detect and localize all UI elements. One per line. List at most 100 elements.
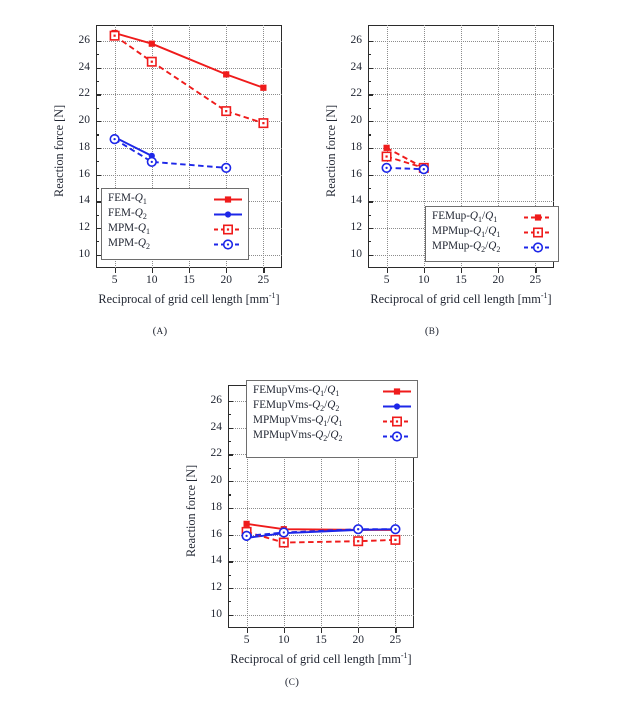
xtick — [226, 268, 228, 273]
legend-symbol — [214, 211, 242, 218]
ytick-minor — [228, 521, 231, 523]
legend-c: FEMupVms-Q1/Q1 FEMupVms-Q2/Q2 MPMupVms-Q1/… — [246, 380, 418, 458]
ytick — [368, 41, 373, 43]
ytick-label: 10 — [210, 607, 223, 620]
gridline-x — [535, 25, 537, 268]
ytick — [228, 561, 233, 563]
ytick-label: 26 — [210, 394, 223, 407]
legend-symbol — [214, 224, 242, 235]
ytick — [96, 147, 101, 150]
ytick-minor — [228, 547, 231, 549]
gridline-x — [461, 25, 462, 268]
ytick — [228, 454, 233, 456]
ytick-minor — [96, 214, 99, 216]
xtick — [189, 268, 191, 273]
legend-symbol — [383, 388, 411, 395]
legend-item-b-0[interactable]: FEMup-Q1/Q1 — [432, 210, 553, 225]
x-axis-title-c: Reciprocal of grid cell length [mm-1] — [230, 651, 412, 667]
xtick-label: 5 — [243, 634, 250, 646]
ytick-minor — [96, 107, 99, 109]
ytick — [96, 41, 101, 43]
gridline-y — [368, 147, 554, 149]
ytick-minor — [228, 574, 231, 576]
xtick-label: 5 — [111, 274, 118, 286]
xtick — [395, 628, 397, 633]
legend-label: FEM-Q1 — [108, 192, 147, 207]
gridline-y — [228, 507, 414, 509]
gridline-y — [368, 67, 554, 69]
ytick — [96, 94, 101, 96]
subfigure-caption-a: (A) — [152, 325, 168, 337]
legend-label: FEMup-Q1/Q1 — [432, 210, 498, 225]
xtick — [283, 628, 286, 633]
ytick-label: 18 — [78, 140, 91, 153]
legend-label: MPMupVms-Q1/Q1 — [253, 414, 343, 429]
xtick-label: 15 — [183, 274, 195, 286]
xtick-label: 15 — [315, 634, 327, 646]
ytick-minor — [228, 441, 231, 443]
ytick-minor — [96, 161, 99, 163]
ytick — [228, 427, 233, 430]
legend-item-c-3[interactable]: MPMupVms-Q2/Q2 — [253, 429, 412, 444]
legend-item-c-1[interactable]: FEMupVms-Q2/Q2 — [253, 399, 412, 414]
ytick-minor — [368, 187, 371, 189]
ytick-minor — [96, 54, 99, 56]
xtick — [386, 268, 388, 273]
subfigure-caption-b: (B) — [424, 325, 440, 337]
ytick — [368, 67, 373, 70]
xtick-label: 10 — [146, 274, 158, 286]
ytick-minor — [96, 187, 99, 189]
ytick-label: 22 — [210, 447, 223, 460]
ytick — [96, 121, 101, 123]
xtick — [321, 628, 323, 633]
ytick-minor — [96, 81, 99, 83]
ytick — [228, 481, 233, 483]
ytick — [96, 174, 101, 176]
gridline-x — [358, 385, 360, 628]
legend-symbol — [383, 431, 411, 442]
ytick-minor — [228, 494, 231, 496]
y-axis-title-c: Reaction force [N] — [184, 464, 198, 557]
ytick-label: 24 — [350, 60, 363, 73]
x-axis-title-b: Reciprocal of grid cell length [mm-1] — [370, 291, 552, 307]
legend-item-a-2[interactable]: MPM-Q1 — [108, 222, 243, 237]
ytick-minor — [368, 81, 371, 83]
gridline-x — [395, 385, 397, 628]
ytick-label: 10 — [350, 247, 363, 260]
ytick-label: 18 — [210, 500, 223, 513]
ytick-label: 16 — [210, 527, 223, 540]
ytick — [228, 534, 233, 536]
legend-item-b-2[interactable]: MPMup-Q2/Q2 — [432, 240, 553, 255]
ytick-label: 14 — [210, 554, 223, 567]
legend-label: FEM-Q2 — [108, 207, 147, 222]
gridline-x — [114, 25, 116, 268]
ytick-minor — [368, 214, 371, 216]
legend-symbol — [524, 214, 552, 221]
gridline-y — [228, 587, 414, 589]
xtick — [535, 268, 537, 273]
ytick-label: 26 — [78, 34, 91, 47]
ytick-label: 22 — [350, 87, 363, 100]
ytick — [96, 201, 101, 203]
gridline-x — [498, 25, 500, 268]
ytick — [228, 401, 233, 403]
legend-item-c-0[interactable]: FEMupVms-Q1/Q1 — [253, 384, 412, 399]
legend-label: MPM-Q2 — [108, 237, 150, 252]
ytick — [368, 94, 373, 96]
legend-item-c-2[interactable]: MPMupVms-Q1/Q1 — [253, 414, 412, 429]
legend-symbol — [383, 403, 411, 410]
ytick-label: 10 — [78, 247, 91, 260]
ytick-minor — [228, 414, 231, 416]
ytick-minor — [368, 54, 371, 56]
legend-symbol — [524, 242, 552, 253]
gridline-y — [368, 121, 554, 123]
legend-item-b-1[interactable]: MPMup-Q1/Q1 — [432, 225, 553, 240]
legend-item-a-0[interactable]: FEM-Q1 — [108, 192, 243, 207]
xtick-label: 25 — [257, 274, 270, 286]
legend-item-a-3[interactable]: MPM-Q2 — [108, 237, 243, 252]
subfigure-caption-c: (C) — [284, 676, 300, 688]
ytick-label: 24 — [210, 420, 223, 433]
legend-item-a-1[interactable]: FEM-Q2 — [108, 207, 243, 222]
ytick-minor — [228, 601, 231, 603]
gridline-y — [228, 481, 414, 483]
